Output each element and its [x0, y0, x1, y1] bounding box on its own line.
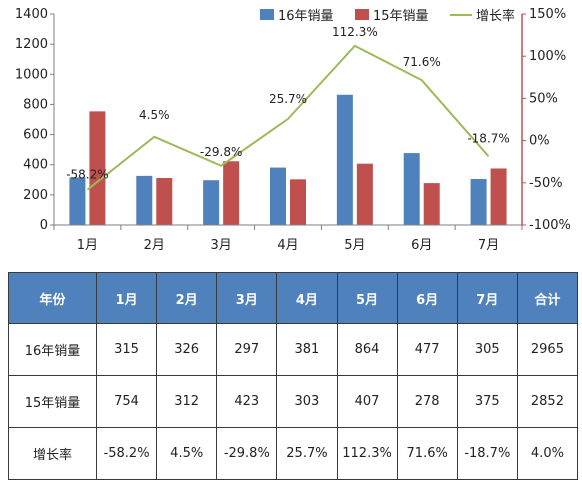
bar — [270, 167, 286, 225]
bar — [290, 179, 306, 225]
table-cell: 303 — [276, 375, 338, 428]
left-tick-label: 1200 — [15, 37, 48, 52]
x-tick-label: 1月 — [77, 238, 98, 253]
header-cell: 2月 — [156, 272, 218, 324]
legend-swatch — [260, 9, 274, 20]
table-cell: 25.7% — [276, 427, 338, 480]
table-cell: 305 — [456, 323, 518, 376]
table-header-row: 年份 1月 2月 3月 4月 5月 6月 7月 合计 — [8, 272, 579, 324]
bar — [423, 183, 440, 225]
growth-line: -58.2% 4.5% -29.8% 25.7% 112.3% 71.6% -18.7% — [66, 25, 510, 191]
x-tick-label: 3月 — [211, 238, 232, 253]
growth-data-label: -29.8% — [200, 145, 242, 159]
table-cell: 375 — [456, 375, 518, 428]
table-row: 增长率 -58.2% 4.5% -29.8% 25.7% 112.3% 71.6… — [8, 427, 579, 480]
table-cell: 864 — [336, 323, 398, 376]
header-cell: 合计 — [516, 272, 579, 324]
x-tick-label: 4月 — [277, 238, 298, 253]
bar — [136, 175, 153, 225]
x-tick-label: 2月 — [144, 238, 165, 253]
left-tick-label: 0 — [40, 218, 48, 233]
table-row: 16年销量 315 326 297 381 864 477 305 2965 — [8, 323, 579, 376]
right-tick-label: -50% — [529, 176, 563, 191]
left-y-axis: 0 200 400 600 800 1000 1200 1400 — [15, 7, 55, 233]
x-axis: 1月 2月 3月 4月 5月 6月 7月 — [53, 224, 523, 253]
table-cell: 增长率 — [8, 427, 97, 480]
sales-table-wrap: 年份 1月 2月 3月 4月 5月 6月 7月 合计 16年销量 315 326… — [8, 272, 579, 480]
right-tick-label: 150% — [529, 7, 566, 22]
left-tick-label: 1400 — [15, 7, 48, 22]
right-y-axis: -100% -50% 0% 50% 100% 150% — [521, 7, 571, 233]
table-cell: 754 — [95, 375, 158, 428]
table-cell: 297 — [216, 323, 278, 376]
x-tick-label: 5月 — [344, 238, 365, 253]
table-cell: 71.6% — [396, 427, 458, 480]
bar — [470, 179, 487, 225]
bar — [336, 94, 353, 225]
left-tick-label: 1000 — [15, 67, 48, 82]
bar — [69, 177, 86, 225]
left-tick-label: 600 — [23, 128, 48, 143]
right-tick-label: 50% — [529, 91, 558, 106]
table-cell: 16年销量 — [8, 323, 97, 376]
table-cell: 326 — [156, 323, 218, 376]
growth-data-label: 4.5% — [139, 108, 170, 122]
table-cell: 2965 — [516, 323, 579, 376]
bar — [356, 163, 373, 225]
table-cell: 112.3% — [336, 427, 398, 480]
growth-line-path — [86, 44, 490, 191]
right-tick-label: 0% — [529, 134, 550, 149]
table-cell: 2852 — [516, 375, 579, 428]
left-tick-label: 400 — [23, 158, 48, 173]
legend-swatch — [355, 9, 369, 20]
bar — [490, 168, 507, 225]
x-tick-label: 6月 — [411, 238, 432, 253]
growth-data-label: 25.7% — [269, 92, 307, 106]
left-tick-label: 800 — [23, 97, 48, 112]
table-cell: 477 — [396, 323, 458, 376]
right-tick-label: -100% — [529, 218, 571, 233]
bar — [156, 177, 173, 225]
sales-chart: 0 200 400 600 800 1000 1200 1400 -100% -50% 0% 50%… — [15, 7, 571, 253]
legend-label: 15年销量 — [373, 9, 429, 24]
growth-data-label: 112.3% — [332, 25, 378, 39]
legend: 16年销量 15年销量 增长率 — [260, 8, 515, 24]
table-cell: 315 — [95, 323, 158, 376]
bars — [69, 94, 507, 225]
table-cell: 407 — [336, 375, 398, 428]
header-cell: 1月 — [95, 272, 158, 324]
bar — [203, 180, 220, 225]
growth-data-label: 71.6% — [403, 55, 441, 69]
table-cell: -29.8% — [216, 427, 278, 480]
x-tick-label: 7月 — [478, 238, 499, 253]
header-cell: 年份 — [8, 272, 97, 324]
table-cell: -18.7% — [456, 427, 518, 480]
table-cell: 278 — [396, 375, 458, 428]
header-cell: 4月 — [276, 272, 338, 324]
bar — [89, 111, 106, 225]
header-cell: 7月 — [456, 272, 518, 324]
table-cell: -58.2% — [95, 427, 158, 480]
header-cell: 5月 — [336, 272, 398, 324]
right-tick-label: 100% — [529, 49, 566, 64]
left-tick-label: 200 — [23, 188, 48, 203]
growth-data-label: -58.2% — [66, 168, 108, 182]
sales-table: 年份 1月 2月 3月 4月 5月 6月 7月 合计 16年销量 315 326… — [8, 272, 579, 480]
header-cell: 6月 — [396, 272, 458, 324]
table-cell: 312 — [156, 375, 218, 428]
table-cell: 4.0% — [516, 427, 579, 480]
legend-label: 16年销量 — [278, 9, 334, 24]
bar — [403, 153, 420, 225]
table-cell: 423 — [216, 375, 278, 428]
growth-data-label: -18.7% — [467, 131, 509, 145]
table-cell: 4.5% — [156, 427, 218, 480]
bar — [223, 161, 240, 225]
table-row: 15年销量 754 312 423 303 407 278 375 2852 — [8, 375, 579, 428]
legend-label: 增长率 — [476, 8, 515, 24]
table-cell: 381 — [276, 323, 338, 376]
header-cell: 3月 — [216, 272, 278, 324]
table-cell: 15年销量 — [8, 375, 97, 428]
